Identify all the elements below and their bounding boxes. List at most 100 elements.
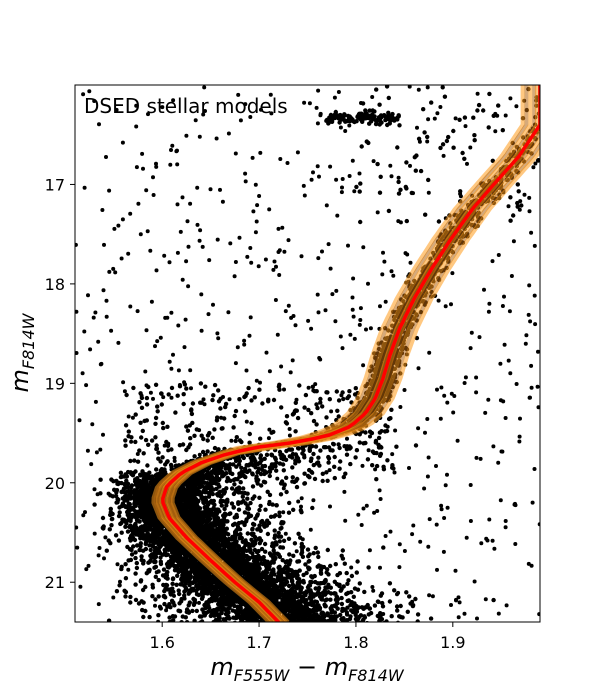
data-point	[252, 534, 258, 540]
data-point	[404, 590, 409, 595]
data-point	[158, 561, 164, 567]
data-point	[232, 623, 236, 627]
data-point	[133, 597, 139, 603]
data-point	[196, 624, 200, 628]
data-point	[198, 624, 202, 628]
data-point	[239, 624, 243, 628]
data-point	[160, 573, 166, 578]
data-point	[314, 623, 318, 627]
data-point	[192, 623, 196, 627]
data-point	[199, 596, 205, 601]
data-point	[306, 622, 310, 626]
data-point	[170, 619, 175, 622]
data-point	[157, 604, 163, 609]
data-point	[344, 591, 349, 597]
data-point	[150, 594, 155, 599]
data-point	[134, 565, 140, 571]
data-point	[395, 620, 401, 622]
data-point	[128, 600, 133, 605]
data-point	[249, 623, 253, 627]
data-point	[271, 623, 275, 627]
data-point	[202, 613, 207, 618]
data-point	[150, 582, 155, 587]
data-point	[340, 622, 344, 626]
data-point	[163, 587, 169, 592]
data-point	[247, 624, 251, 628]
data-point	[176, 588, 181, 593]
data-point	[350, 622, 354, 626]
data-point	[428, 616, 434, 621]
data-point	[542, 95, 546, 99]
data-point	[128, 594, 133, 600]
data-point	[104, 548, 110, 553]
data-point	[545, 128, 549, 132]
data-point	[328, 585, 333, 590]
data-point	[109, 523, 114, 528]
data-point	[153, 559, 158, 564]
data-point	[308, 622, 312, 626]
data-point	[295, 623, 299, 627]
data-point	[322, 623, 326, 627]
data-point	[177, 591, 182, 597]
data-point	[264, 623, 268, 627]
data-point	[367, 606, 373, 611]
data-point	[270, 623, 274, 627]
scatter-points	[75, 85, 549, 629]
data-point	[114, 589, 120, 594]
data-point	[311, 624, 315, 628]
data-point	[177, 601, 182, 606]
data-point	[326, 624, 330, 628]
data-point	[329, 610, 334, 615]
data-point	[196, 622, 200, 626]
data-point	[164, 621, 166, 622]
data-point	[156, 613, 161, 618]
data-point	[123, 524, 128, 529]
data-point	[357, 581, 362, 586]
data-point	[141, 600, 146, 605]
data-point	[356, 622, 360, 626]
data-point	[314, 624, 318, 628]
data-point	[146, 568, 151, 573]
data-point	[131, 544, 136, 549]
data-point	[219, 624, 223, 628]
data-point	[198, 620, 203, 622]
data-point	[415, 612, 421, 617]
data-point	[413, 596, 418, 602]
data-point	[264, 623, 268, 627]
data-point	[141, 561, 146, 566]
data-point	[270, 624, 274, 628]
data-point	[172, 614, 178, 619]
data-point	[354, 609, 360, 614]
data-point	[190, 608, 195, 614]
data-point	[162, 601, 167, 607]
data-point	[209, 622, 213, 626]
data-point	[235, 623, 239, 627]
data-point	[389, 614, 394, 619]
data-point	[287, 625, 291, 629]
data-point	[178, 582, 183, 587]
data-point	[202, 624, 206, 628]
data-point	[212, 613, 217, 618]
data-point	[266, 625, 270, 629]
data-point	[191, 596, 196, 602]
data-point	[147, 614, 152, 620]
data-point	[138, 579, 143, 584]
data-point	[164, 573, 170, 578]
data-point	[393, 625, 397, 629]
data-point	[191, 602, 197, 607]
data-point	[119, 566, 124, 572]
data-point	[245, 622, 249, 626]
data-point	[297, 568, 302, 573]
data-point	[133, 571, 138, 576]
data-point	[107, 527, 113, 532]
data-point	[396, 622, 400, 626]
data-point	[542, 123, 546, 127]
data-point	[123, 562, 128, 567]
data-point	[230, 621, 232, 622]
data-point	[180, 614, 185, 619]
data-point	[341, 584, 346, 589]
data-point	[117, 583, 122, 588]
data-point	[285, 569, 290, 574]
data-point	[206, 609, 211, 614]
data-point	[106, 618, 112, 622]
